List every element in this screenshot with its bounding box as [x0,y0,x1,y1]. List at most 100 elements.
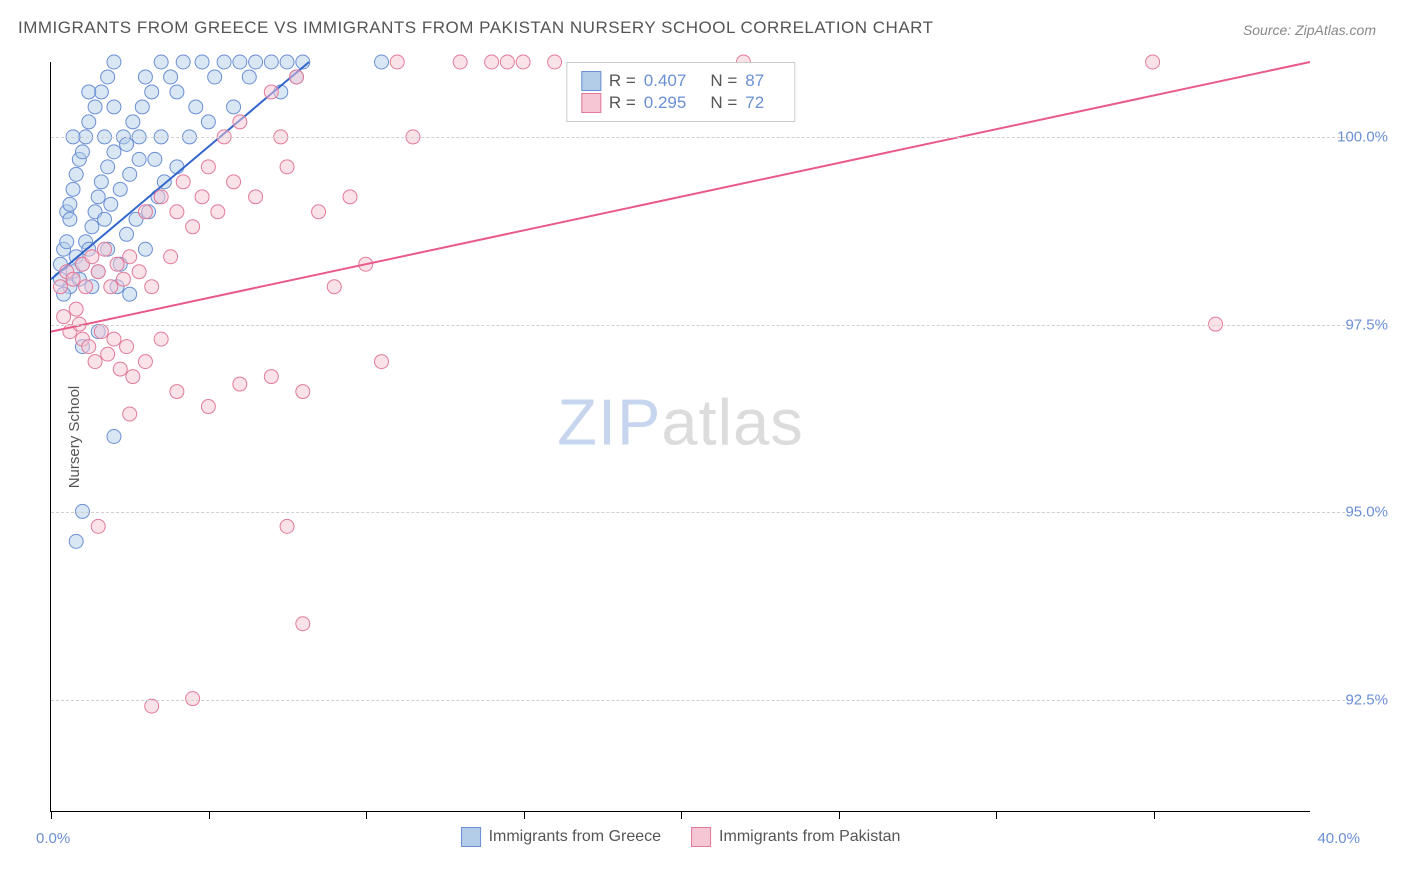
scatter-point [101,70,115,84]
x-tick [681,811,682,819]
scatter-point [280,55,294,69]
scatter-point [63,197,77,211]
scatter-point [120,137,134,151]
scatter-point [195,55,209,69]
scatter-point [343,190,357,204]
legend-row-pakistan: R = 0.295 N = 72 [581,93,780,113]
scatter-point [138,242,152,256]
scatter-point [145,280,159,294]
scatter-point [211,205,225,219]
scatter-point [154,190,168,204]
x-tick [524,811,525,819]
legend-swatch-pakistan [581,93,601,113]
scatter-point [107,145,121,159]
scatter-point [217,55,231,69]
scatter-point [170,385,184,399]
scatter-point [60,235,74,249]
scatter-point [91,519,105,533]
scatter-point [120,340,134,354]
scatter-point [201,400,215,414]
scatter-point [201,115,215,129]
r-value-pakistan: 0.295 [644,93,687,113]
scatter-point [327,280,341,294]
y-tick-label: 92.5% [1345,691,1388,708]
scatter-point [264,55,278,69]
r-label: R = [609,71,636,91]
x-tick [51,811,52,819]
scatter-point [110,257,124,271]
scatter-point [249,55,263,69]
scatter-point [126,115,140,129]
scatter-point [120,227,134,241]
scatter-point [75,145,89,159]
scatter-point [113,182,127,196]
scatter-point [101,160,115,174]
x-tick [366,811,367,819]
scatter-point [113,362,127,376]
scatter-point [170,205,184,219]
scatter-point [91,190,105,204]
legend-label-pakistan: Immigrants from Pakistan [719,828,900,846]
x-axis-max-label: 40.0% [1317,830,1360,847]
scatter-point [88,355,102,369]
scatter-point [264,370,278,384]
legend-label-greece: Immigrants from Greece [489,828,661,846]
scatter-point [69,534,83,548]
scatter-point [104,280,118,294]
gridline-h [51,325,1350,326]
scatter-point [82,85,96,99]
scatter-point [148,152,162,166]
scatter-point [176,175,190,189]
scatter-point [280,160,294,174]
scatter-point [94,325,108,339]
scatter-point [85,220,99,234]
scatter-point [312,205,326,219]
scatter-point [195,190,209,204]
scatter-point [94,85,108,99]
x-tick [1154,811,1155,819]
scatter-point [69,302,83,316]
scatter-point [107,430,121,444]
scatter-point [227,175,241,189]
gridline-h [51,512,1350,513]
scatter-point [280,519,294,533]
scatter-point [176,55,190,69]
scatter-point [233,377,247,391]
scatter-point [516,55,530,69]
scatter-point [123,287,137,301]
scatter-point [138,205,152,219]
y-tick-label: 97.5% [1345,316,1388,333]
scatter-point [57,310,71,324]
scatter-point [132,152,146,166]
scatter-point [123,250,137,264]
scatter-point [126,370,140,384]
r-label: R = [609,93,636,113]
n-label: N = [710,93,737,113]
x-tick [839,811,840,819]
legend-swatch-pakistan-icon [691,827,711,847]
scatter-point [264,85,278,99]
scatter-point [485,55,499,69]
n-value-pakistan: 72 [745,93,764,113]
scatter-point [390,55,404,69]
scatter-point [98,242,112,256]
scatter-point [123,167,137,181]
scatter-point [242,70,256,84]
scatter-point [66,182,80,196]
legend-item-greece: Immigrants from Greece [461,827,661,847]
scatter-point [164,250,178,264]
plot-area: Nursery School ZIPatlas R = 0.407 N = 87… [50,62,1310,812]
scatter-point [138,70,152,84]
scatter-point [101,347,115,361]
scatter-point [85,250,99,264]
scatter-point [107,55,121,69]
scatter-point [170,160,184,174]
source-attribution: Source: ZipAtlas.com [1243,22,1376,38]
scatter-point [94,175,108,189]
scatter-point [164,70,178,84]
scatter-point [107,100,121,114]
scatter-point [63,212,77,226]
scatter-point [249,190,263,204]
scatter-point [116,272,130,286]
x-axis-min-label: 0.0% [36,830,70,847]
